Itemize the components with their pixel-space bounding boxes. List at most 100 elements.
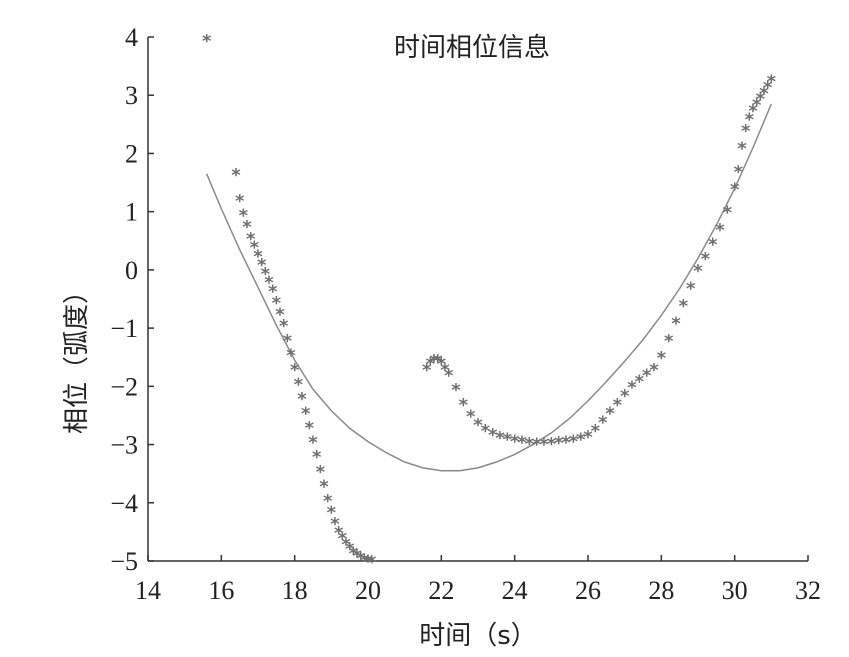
data-point-asterisk: * [440,360,450,381]
data-point-asterisk: * [481,421,491,442]
data-point-asterisk: * [290,360,300,381]
x-tick-label: 30 [722,576,748,605]
data-point-asterisk: * [246,229,256,250]
y-tick-label: 1 [125,198,138,227]
x-tick-label: 32 [795,576,821,605]
data-point-asterisk: * [569,431,579,452]
data-point-asterisk: * [686,278,696,299]
x-tick-label: 26 [575,576,601,605]
data-point-asterisk: * [598,412,608,433]
x-axis-label: 时间（s） [419,621,537,651]
data-point-asterisk: * [272,293,282,314]
data-point-asterisk: * [539,434,549,455]
data-point-asterisk: * [231,165,241,186]
data-point-asterisk: * [451,380,461,401]
data-point-asterisk: * [715,220,725,241]
data-point-asterisk: * [723,203,733,224]
data-point-asterisk: * [330,514,340,535]
data-point-asterisk: * [437,354,447,375]
data-point-asterisk: * [708,235,718,256]
data-point-asterisk: * [294,374,304,395]
data-point-asterisk: * [591,421,601,442]
y-tick-label: 2 [125,139,138,168]
y-tick-label: 0 [125,256,138,285]
y-ticks: 4 3 2 1 0 −1 −2 −3 −4 −5 [110,23,154,576]
data-point-asterisk: * [264,273,274,294]
data-point-asterisk: * [323,491,333,512]
y-tick-label: 3 [125,81,138,110]
x-tick-label: 14 [135,576,161,605]
data-point-asterisk: * [517,433,527,454]
chart-title: 时间相位信息 [394,33,550,63]
data-point-asterisk: * [253,246,263,267]
data-point-asterisk: * [510,431,520,452]
data-point-asterisk: * [737,139,747,160]
series-layer: ****************************************… [202,31,777,573]
data-point-asterisk: * [202,31,212,52]
y-tick-label: −4 [110,489,138,518]
data-point-asterisk: * [547,434,557,455]
data-point-asterisk: * [649,360,659,381]
data-point-asterisk: * [459,395,469,416]
x-tick-label: 28 [648,576,674,605]
data-point-asterisk: * [283,331,293,352]
data-point-asterisk: * [367,552,377,573]
data-point-asterisk: * [327,503,337,524]
data-point-asterisk: * [752,95,762,116]
data-point-asterisk: * [308,433,318,454]
x-tick-label: 24 [502,576,528,605]
y-tick-label: −5 [110,547,138,576]
y-tick-label: −1 [110,314,138,343]
data-point-asterisk: * [495,428,505,449]
data-point-asterisk: * [268,281,278,302]
data-point-asterisk: * [734,162,744,183]
data-point-asterisk: * [239,206,249,227]
data-point-asterisk: * [642,366,652,387]
data-point-asterisk: * [730,179,740,200]
data-point-asterisk: * [257,255,267,276]
data-point-asterisk: * [756,89,766,110]
data-point-asterisk: * [525,434,535,455]
data-point-asterisk: * [250,238,260,259]
x-tick-label: 16 [208,576,234,605]
data-point-asterisk: * [426,354,436,375]
data-point-asterisk: * [763,77,773,98]
data-point-asterisk: * [767,72,777,93]
data-point-asterisk: * [693,261,703,282]
data-point-asterisk: * [334,523,344,544]
data-point-asterisk: * [352,546,362,567]
x-tick-label: 22 [428,576,454,605]
data-point-asterisk: * [671,313,681,334]
data-point-asterisk: * [444,366,454,387]
data-point-asterisk: * [286,345,296,366]
data-point-asterisk: * [679,296,689,317]
data-point-asterisk: * [305,418,315,439]
data-point-asterisk: * [741,121,751,142]
data-point-asterisk: * [657,348,667,369]
x-tick-label: 20 [355,576,381,605]
data-point-asterisk: * [554,433,564,454]
data-point-asterisk: * [576,430,586,451]
data-point-asterisk: * [275,305,285,326]
data-point-asterisk: * [473,415,483,436]
y-axis-label: 相位（弧度） [62,278,92,434]
data-point-asterisk: * [341,535,351,556]
data-point-asterisk: * [297,389,307,410]
data-point-asterisk: * [360,550,370,571]
data-point-asterisk: * [627,377,637,398]
data-point-asterisk: * [745,110,755,131]
data-point-asterisk: * [664,331,674,352]
data-point-asterisk: * [701,249,711,270]
data-point-asterisk: * [345,539,355,560]
data-point-asterisk: * [319,476,329,497]
data-point-asterisk: * [279,316,289,337]
data-point-asterisk: * [583,427,593,448]
y-tick-label: 4 [125,23,138,52]
data-point-asterisk: * [242,217,252,238]
data-point-asterisk: * [620,386,630,407]
data-point-asterisk: * [356,549,366,570]
y-tick-label: −3 [110,431,138,460]
data-point-asterisk: * [349,543,359,564]
